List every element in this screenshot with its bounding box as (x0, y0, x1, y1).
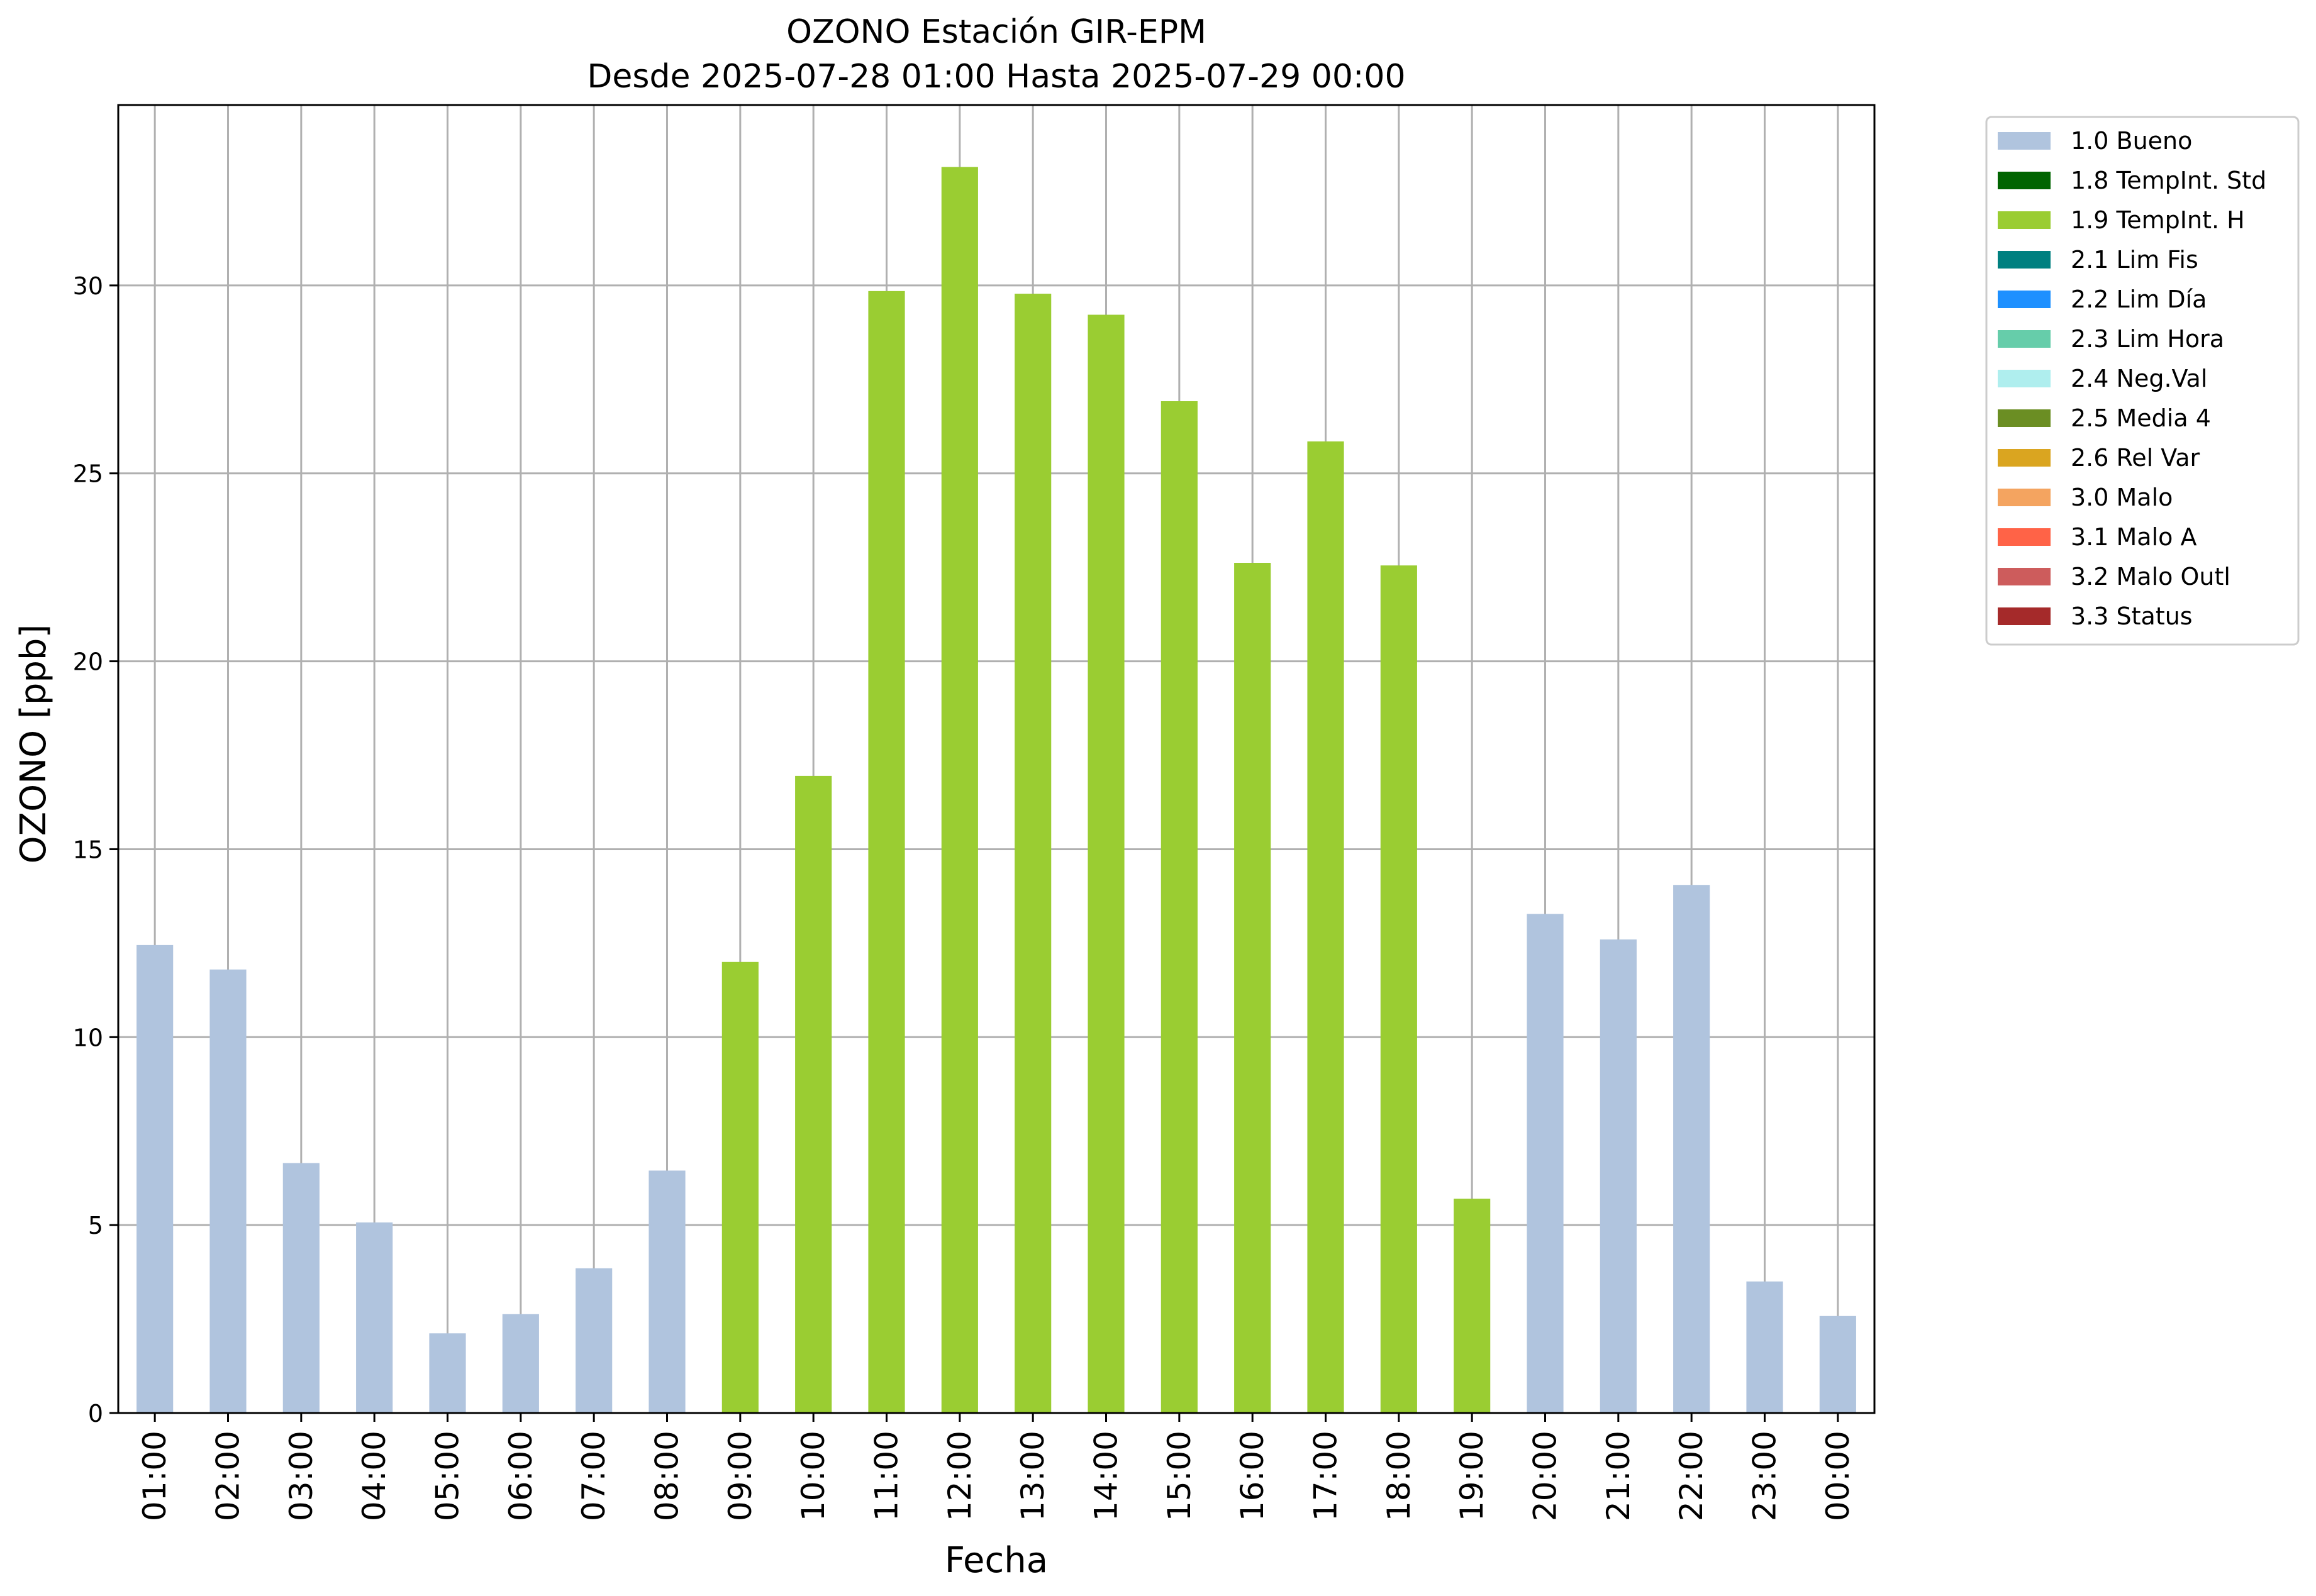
bar-20:00 (1527, 914, 1564, 1413)
bar-15:00 (1161, 401, 1198, 1413)
bar-05:00 (429, 1333, 466, 1413)
x-tick-label: 06:00 (503, 1431, 539, 1521)
bar-06:00 (502, 1314, 539, 1413)
bar-00:00 (1819, 1316, 1856, 1413)
bar-22:00 (1673, 885, 1710, 1413)
chart-title: OZONO Estación GIR-EPM (786, 13, 1206, 51)
legend-label: 1.8 TempInt. Std (2071, 167, 2266, 194)
legend-swatch (1998, 211, 2051, 229)
x-tick-label: 16:00 (1234, 1431, 1271, 1521)
legend-label: 2.5 Media 4 (2071, 404, 2211, 432)
bar-10:00 (795, 775, 832, 1413)
bars (136, 167, 1856, 1414)
x-tick-label: 10:00 (795, 1431, 832, 1521)
legend-label: 2.3 Lim Hora (2071, 325, 2224, 353)
y-tick-label: 5 (88, 1212, 103, 1239)
x-axis-label: Fecha (945, 1540, 1048, 1581)
x-tick-label: 05:00 (430, 1431, 466, 1521)
legend-swatch (1998, 330, 2051, 348)
legend-label: 3.0 Malo (2071, 484, 2173, 511)
x-tick-label: 19:00 (1454, 1431, 1490, 1521)
x-tick-label: 09:00 (722, 1431, 759, 1521)
bar-02:00 (209, 969, 247, 1413)
x-tick-label: 21:00 (1600, 1431, 1637, 1521)
bar-18:00 (1380, 565, 1417, 1414)
bar-13:00 (1015, 294, 1052, 1413)
legend-label: 3.3 Status (2071, 602, 2193, 630)
legend-label: 3.1 Malo A (2071, 523, 2196, 551)
bar-17:00 (1307, 441, 1344, 1413)
legend-label: 2.2 Lim Día (2071, 285, 2207, 313)
legend-label: 2.4 Neg.Val (2071, 365, 2207, 392)
x-tick-label: 17:00 (1308, 1431, 1344, 1521)
legend-swatch (1998, 291, 2051, 308)
legend-swatch (1998, 251, 2051, 269)
x-tick-label: 22:00 (1673, 1431, 1710, 1521)
legend-swatch (1998, 449, 2051, 467)
bar-19:00 (1454, 1199, 1491, 1413)
legend-label: 2.6 Rel Var (2071, 444, 2200, 472)
x-tick-label: 00:00 (1820, 1431, 1856, 1521)
x-tick-label: 23:00 (1747, 1431, 1783, 1521)
axis-ticks: 0 5 10 15 20 25 30 01:00 02:00 03:00 04:00 05:00 06:… (73, 272, 1856, 1521)
y-axis-label: OZONO [ppb] (13, 624, 54, 864)
bar-08:00 (649, 1170, 686, 1413)
legend-label: 2.1 Lim Fis (2071, 246, 2198, 274)
plot-frame (117, 104, 1876, 1414)
x-tick-label: 12:00 (942, 1431, 978, 1521)
y-tick-label: 10 (73, 1024, 103, 1051)
x-tick-label: 08:00 (649, 1431, 686, 1521)
bar-11:00 (868, 291, 905, 1413)
y-tick-label: 15 (73, 836, 103, 863)
y-tick-label: 30 (73, 272, 103, 300)
x-tick-label: 11:00 (869, 1431, 905, 1521)
legend-swatch (1998, 489, 2051, 506)
bar-04:00 (356, 1222, 393, 1413)
legend-swatch (1998, 370, 2051, 387)
bar-09:00 (721, 961, 759, 1413)
y-tick-label: 0 (88, 1400, 103, 1427)
legend-box (1985, 116, 2300, 646)
bar-16:00 (1234, 563, 1271, 1413)
legend-swatch (1998, 568, 2051, 585)
x-tick-label: 13:00 (1015, 1431, 1051, 1521)
legend-label: 1.9 TempInt. H (2071, 206, 2245, 234)
bar-03:00 (282, 1163, 320, 1413)
bar-21:00 (1600, 939, 1637, 1413)
x-tick-label: 18:00 (1381, 1431, 1417, 1521)
legend-label: 1.0 Bueno (2071, 127, 2192, 155)
legend-swatch (1998, 132, 2051, 150)
x-tick-label: 03:00 (283, 1431, 320, 1521)
legend-swatch (1998, 607, 2051, 625)
legend-swatch (1998, 172, 2051, 189)
bar-23:00 (1746, 1281, 1783, 1413)
x-tick-label: 15:00 (1161, 1431, 1198, 1521)
x-tick-label: 01:00 (136, 1431, 173, 1521)
chart-subtitle: Desde 2025-07-28 01:00 Hasta 2025-07-29 … (587, 58, 1405, 96)
y-tick-label: 20 (73, 648, 103, 676)
bar-01:00 (136, 945, 174, 1413)
bar-12:00 (941, 167, 978, 1413)
legend-label: 3.2 Malo Outl (2071, 563, 2230, 590)
x-tick-label: 04:00 (356, 1431, 392, 1521)
x-tick-label: 07:00 (576, 1431, 612, 1521)
legend: 1.0 Bueno 1.8 TempInt. Std 1.9 TempInt. H 2… (1985, 116, 2300, 646)
bar-14:00 (1088, 314, 1125, 1414)
x-tick-label: 14:00 (1088, 1431, 1125, 1521)
legend-swatch (1998, 528, 2051, 546)
x-tick-label: 02:00 (210, 1431, 247, 1521)
legend-swatch (1998, 409, 2051, 427)
bar-07:00 (576, 1268, 613, 1413)
y-tick-label: 25 (73, 460, 103, 488)
x-tick-label: 20:00 (1527, 1431, 1564, 1521)
